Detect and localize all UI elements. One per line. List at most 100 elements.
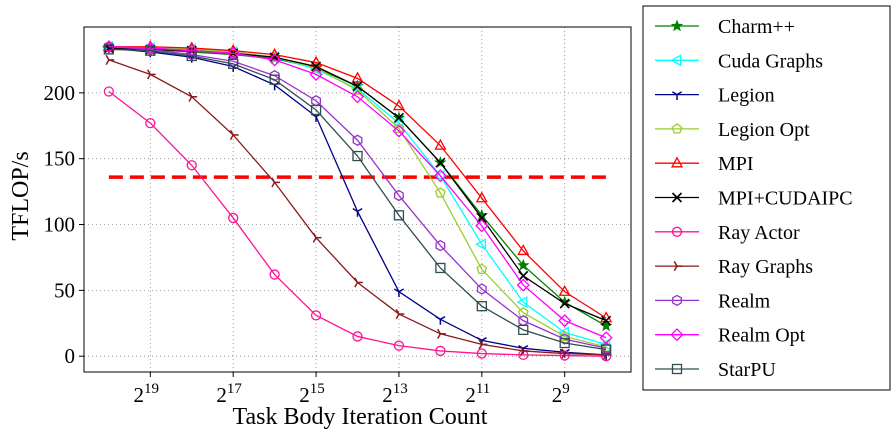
legend-label: Legion Opt — [718, 119, 810, 141]
legend-label: Charm++ — [718, 16, 795, 38]
legend-item: Realm Opt — [655, 325, 806, 347]
legend-label: Cuda Graphs — [718, 50, 823, 72]
data-point — [392, 99, 405, 111]
y-tick-label: 0 — [65, 344, 76, 368]
marker-shape — [268, 53, 282, 67]
data-point — [393, 112, 405, 123]
marker-shape — [352, 208, 358, 213]
marker-shape — [475, 191, 488, 203]
data-point — [312, 232, 322, 243]
data-point — [188, 91, 198, 102]
marker-shape — [600, 351, 612, 362]
data-point — [601, 315, 612, 326]
series-line — [108, 46, 607, 339]
marker-shape — [393, 112, 405, 123]
marker-shape — [476, 301, 487, 312]
marker-shape — [188, 91, 193, 98]
marker-shape — [145, 45, 156, 56]
marker-shape — [398, 288, 404, 293]
marker-shape — [519, 345, 524, 352]
data-point — [146, 69, 156, 80]
data-point — [394, 189, 404, 202]
marker-shape — [518, 270, 529, 281]
ticks: 0 50 100 150 200 219 217 215 213 211 29 — [44, 81, 570, 407]
data-point — [600, 351, 612, 362]
data-point — [310, 310, 322, 321]
marker-star — [670, 19, 684, 32]
marker-shape — [476, 283, 487, 295]
marker-shape — [146, 74, 151, 80]
data-point — [600, 344, 612, 355]
legend-item: StarPU — [655, 359, 776, 381]
data-point — [352, 84, 363, 95]
marker-shape — [395, 309, 400, 315]
legend-item: Ray Actor — [655, 222, 800, 244]
legend-label: Realm Opt — [718, 325, 806, 347]
marker-shape — [602, 354, 607, 360]
marker-shape — [670, 156, 684, 168]
data-point — [392, 124, 406, 138]
legend-item: Realm — [655, 290, 771, 312]
marker-shape — [561, 353, 566, 359]
data-point — [228, 58, 239, 70]
marker-shape — [310, 61, 322, 72]
data-point — [476, 348, 487, 359]
legend-item: Legion — [655, 85, 775, 107]
data-point — [103, 86, 115, 97]
data-point — [516, 296, 528, 309]
marker-shape — [435, 239, 446, 252]
series-line — [108, 46, 607, 349]
marker-shape — [435, 345, 446, 357]
legend-label: StarPU — [718, 359, 776, 381]
data-point — [352, 81, 363, 92]
series-line — [108, 59, 607, 356]
data-point — [228, 212, 239, 224]
marker-shape — [351, 71, 364, 83]
data-point — [434, 187, 446, 198]
data-point — [437, 328, 446, 339]
data-point — [309, 67, 323, 81]
marker-shape — [103, 44, 115, 55]
marker-shape — [478, 339, 483, 345]
marker-shape — [671, 123, 683, 134]
series-ray-graphs — [105, 54, 612, 360]
data-point — [269, 70, 280, 82]
data-point — [351, 71, 364, 83]
marker-shape — [676, 91, 683, 96]
marker-tri-down — [671, 91, 683, 100]
marker-shape — [559, 350, 570, 361]
marker-shape — [310, 310, 322, 321]
data-point — [433, 169, 445, 182]
marker-shape — [672, 294, 682, 307]
marker-shape — [269, 74, 280, 85]
data-point — [103, 44, 115, 55]
x-tick-label: 217 — [216, 381, 242, 407]
data-point — [269, 81, 280, 91]
marker-diamond — [670, 328, 684, 342]
data-point — [559, 337, 570, 349]
data-point — [352, 331, 363, 342]
marker-shape — [392, 124, 406, 138]
marker-shape — [476, 212, 487, 224]
data-point — [352, 150, 363, 162]
x-tick-label: 29 — [552, 381, 570, 407]
marker-shape — [516, 296, 528, 309]
x-tick-label: 219 — [134, 381, 160, 407]
data-point — [434, 138, 447, 150]
x-tick-label: 213 — [382, 381, 408, 407]
marker-shape — [519, 350, 524, 356]
legend-item: Cuda Graphs — [655, 50, 823, 72]
marker-shape — [392, 99, 405, 111]
data-point — [559, 298, 570, 309]
data-point — [435, 345, 446, 357]
marker-shape — [105, 54, 110, 61]
legend-item: Charm++ — [655, 16, 795, 38]
marker-shape — [394, 189, 404, 202]
marker-shape — [673, 261, 678, 267]
data-point — [478, 339, 488, 350]
marker-shape — [352, 134, 363, 146]
marker-shape — [517, 244, 530, 256]
marker-shape — [354, 277, 359, 283]
y-tick-label: 200 — [44, 81, 76, 105]
